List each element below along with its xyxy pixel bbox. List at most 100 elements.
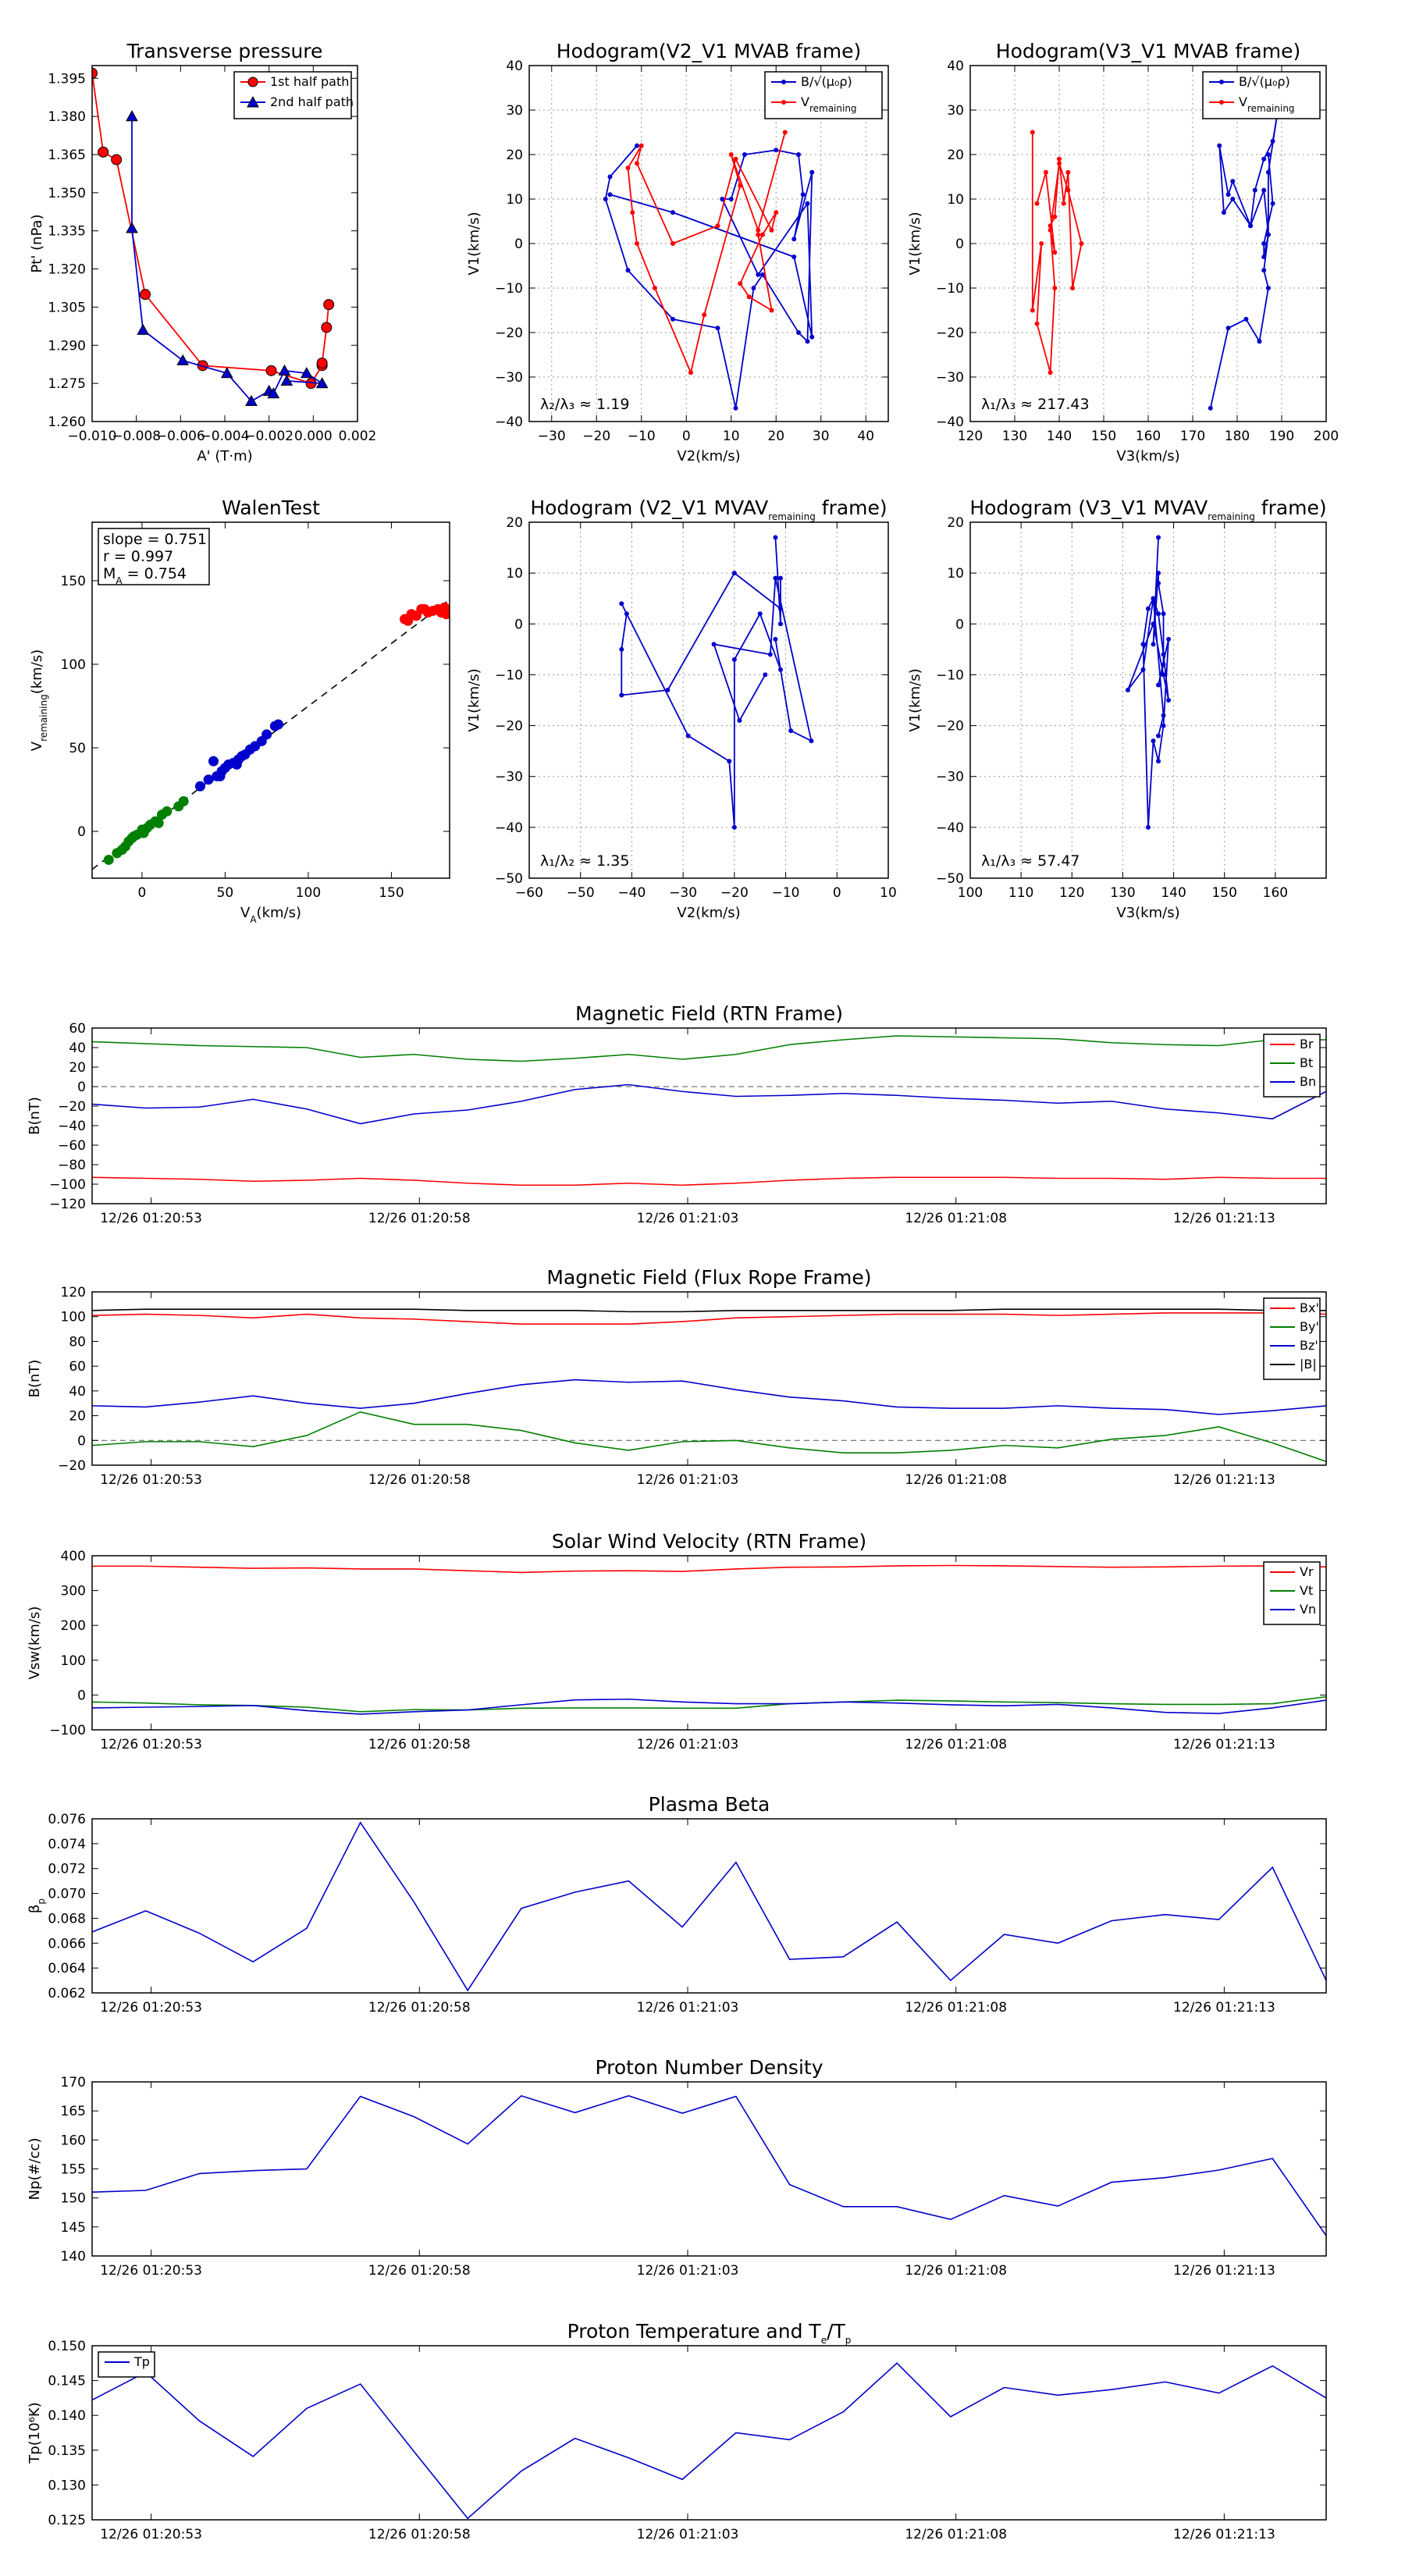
text-span: = 0.754 bbox=[123, 565, 187, 582]
legend-marker bbox=[247, 95, 259, 108]
ratio-annotation: λ₁/λ₃ ≈ 57.47 bbox=[981, 852, 1080, 870]
data-point bbox=[300, 367, 313, 379]
data-point bbox=[769, 227, 774, 233]
x-tick-label: 160 bbox=[1263, 885, 1288, 901]
data-point bbox=[624, 611, 629, 617]
legend: B/√(μ₀ρ) Vremaining bbox=[764, 71, 883, 119]
data-point bbox=[809, 169, 815, 175]
data-point bbox=[1048, 370, 1053, 375]
y-tick-label: 0.064 bbox=[48, 1961, 86, 1976]
series-line bbox=[92, 1035, 1326, 1062]
chart-transverse_pressure: −0.010−0.008−0.006−0.004−0.002 0.000 0.002… bbox=[29, 40, 376, 464]
data-point bbox=[267, 387, 280, 399]
data-point bbox=[635, 241, 639, 246]
x-tick-label: 12/26 01:20:53 bbox=[100, 1737, 202, 1752]
legend-label: By' bbox=[1300, 1319, 1319, 1334]
chart-title: Transverse pressure bbox=[126, 40, 323, 62]
data-point bbox=[126, 110, 138, 122]
data-point bbox=[1261, 241, 1267, 246]
series-0 bbox=[92, 1312, 1326, 1325]
series-1 bbox=[92, 1035, 1326, 1062]
data-point bbox=[1225, 326, 1231, 331]
data-point bbox=[1261, 268, 1267, 273]
series-0 bbox=[1125, 535, 1172, 830]
data-point bbox=[1048, 227, 1053, 233]
y-tick-label: 10 bbox=[506, 566, 523, 582]
legend-label: Bx' bbox=[1300, 1300, 1319, 1315]
y-tick-label: −30 bbox=[495, 370, 523, 386]
series-line bbox=[92, 1821, 1326, 1992]
data-point bbox=[778, 575, 783, 581]
data-point bbox=[757, 611, 763, 617]
legend: Tp bbox=[98, 2351, 155, 2378]
x-tick-label: 12/26 01:21:08 bbox=[905, 1737, 1007, 1752]
y-tick-label: 50 bbox=[69, 741, 86, 756]
data-point bbox=[441, 609, 450, 620]
y-tick-label: 1.380 bbox=[48, 109, 86, 125]
text-span: remaining bbox=[38, 694, 49, 742]
legend-marker bbox=[781, 80, 786, 84]
data-point bbox=[1151, 642, 1156, 647]
series-line bbox=[92, 1308, 1326, 1313]
data-point bbox=[625, 165, 631, 171]
data-point bbox=[800, 192, 806, 197]
y-axis-label: B(nT) bbox=[27, 1360, 43, 1398]
x-tick-label: 12/26 01:21:13 bbox=[1173, 2000, 1275, 2016]
data-point bbox=[774, 210, 779, 215]
y-tick-label: 0.125 bbox=[48, 2513, 86, 2528]
y-tick-label: 100 bbox=[61, 1310, 86, 1325]
y-axis-label: V1(km/s) bbox=[907, 668, 923, 731]
legend-box bbox=[1202, 71, 1321, 119]
data-point bbox=[619, 646, 624, 652]
data-point bbox=[1166, 698, 1172, 703]
legend-label: Br bbox=[1300, 1037, 1314, 1051]
data-point bbox=[773, 535, 778, 540]
x-tick-label: 180 bbox=[1225, 429, 1250, 444]
data-point bbox=[1261, 187, 1267, 193]
plot-area bbox=[92, 1564, 1326, 1715]
x-tick-label: 12/26 01:20:53 bbox=[100, 1211, 202, 1226]
x-tick-label: 12/26 01:21:08 bbox=[905, 1472, 1007, 1488]
text-span: Hodogram(V3_V1 MVAB frame) bbox=[996, 40, 1300, 62]
y-tick-label: 155 bbox=[61, 2162, 86, 2178]
data-point bbox=[1257, 339, 1262, 344]
y-tick-label: 0.135 bbox=[48, 2443, 86, 2459]
text-span: β bbox=[27, 1905, 43, 1914]
y-tick-label: 0.140 bbox=[48, 2408, 86, 2424]
text-span: V3(km/s) bbox=[1116, 905, 1179, 921]
x-tick-label: 140 bbox=[1047, 429, 1072, 444]
data-point bbox=[1156, 759, 1161, 764]
ratio-annotation: λ₁/λ₃ ≈ 217.43 bbox=[981, 396, 1090, 413]
y-tick-label: 1.395 bbox=[48, 71, 86, 87]
legend: Bx' By' Bz' |B| bbox=[1263, 1297, 1321, 1380]
chart-title: Hodogram (V3_V1 MVAVremaining frame) bbox=[969, 496, 1326, 522]
data-point bbox=[1151, 621, 1156, 627]
y-tick-label: 1.290 bbox=[48, 338, 86, 354]
text-span: Solar Wind Velocity (RTN Frame) bbox=[552, 1530, 866, 1553]
data-point bbox=[153, 817, 164, 828]
data-point bbox=[791, 254, 797, 260]
data-point bbox=[215, 770, 226, 781]
text-span: Vr bbox=[1300, 1564, 1314, 1579]
y-tick-label: −40 bbox=[58, 1119, 86, 1134]
text-span: B(nT) bbox=[27, 1097, 43, 1135]
y-tick-label: 165 bbox=[61, 2104, 86, 2119]
series-1 bbox=[194, 719, 284, 792]
x-tick-label: 150 bbox=[1211, 885, 1236, 901]
x-tick-label: −50 bbox=[567, 885, 595, 901]
x-axis-label: V3(km/s) bbox=[1116, 905, 1179, 921]
series-line bbox=[92, 1695, 1326, 1713]
y-tick-label: −40 bbox=[936, 820, 964, 836]
legend-label: Bz' bbox=[1300, 1338, 1318, 1353]
y-tick-label: 0 bbox=[77, 1688, 86, 1703]
data-point bbox=[1156, 535, 1161, 540]
text-span: Np(#/cc) bbox=[27, 2138, 43, 2201]
chart-proton_density: 12/26 01:20:53 12/26 01:20:58 12/26 01:21:… bbox=[27, 2056, 1327, 2279]
series-0 bbox=[603, 143, 815, 411]
x-tick-label: 0.000 bbox=[294, 429, 333, 444]
data-point bbox=[805, 339, 810, 344]
series-0 bbox=[619, 535, 814, 830]
x-tick-label: −30 bbox=[538, 429, 566, 444]
y-tick-label: 1.320 bbox=[48, 262, 86, 278]
legend: Br Bt Bn bbox=[1263, 1034, 1321, 1098]
